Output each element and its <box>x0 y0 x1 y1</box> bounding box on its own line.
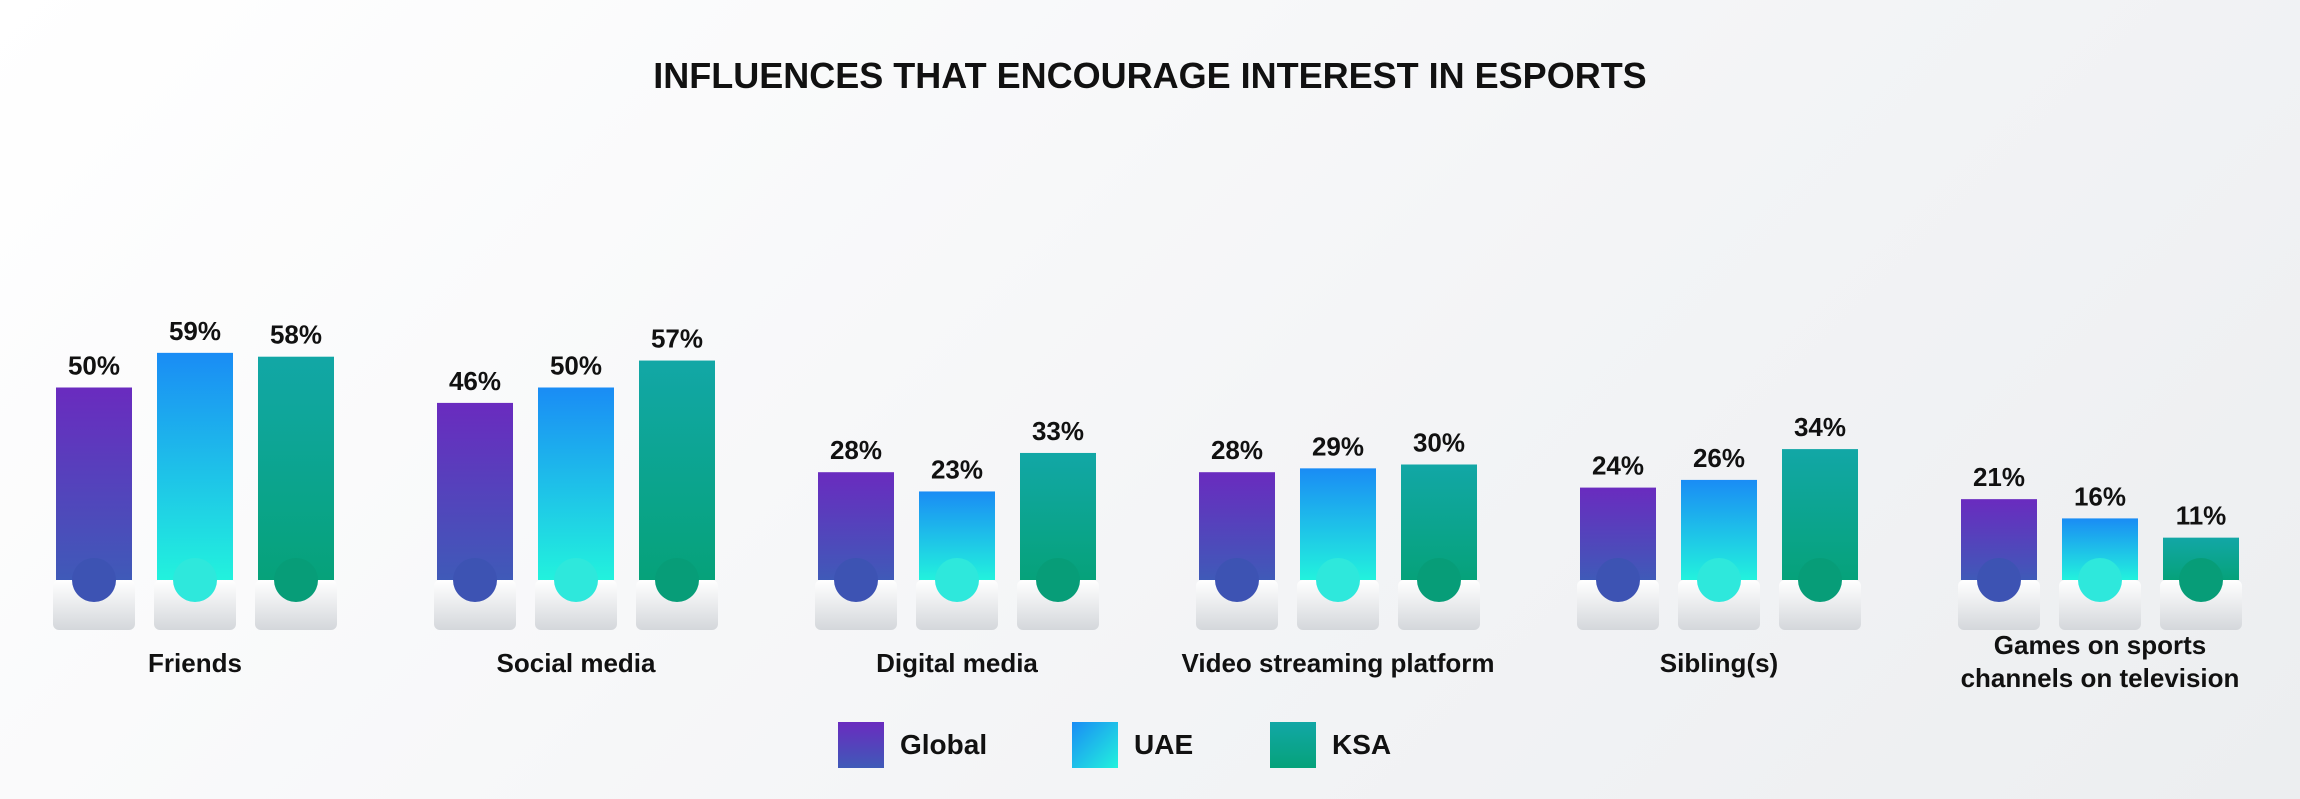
legend-swatch-uae <box>1072 722 1118 768</box>
category-label-friends: Friends <box>148 648 242 678</box>
bar-base-cap <box>655 558 699 602</box>
value-label-uae-games-on-sports-channels-on-television: 16% <box>2074 481 2126 511</box>
bar-uae-friends <box>157 353 233 580</box>
bar-global-social-media <box>437 403 513 580</box>
value-label-global-friends: 50% <box>68 351 120 381</box>
category-label-social-media: Social media <box>497 648 656 678</box>
value-label-global-social-media: 46% <box>449 366 501 396</box>
bar-base-cap <box>1977 558 2021 602</box>
value-label-uae-friends: 59% <box>169 316 221 346</box>
value-label-global-video-streaming-platform: 28% <box>1211 435 1263 465</box>
legend-label-uae: UAE <box>1134 729 1193 760</box>
value-label-ksa-games-on-sports-channels-on-television: 11% <box>2176 501 2227 531</box>
bar-base-cap <box>1215 558 1259 602</box>
value-label-uae-social-media: 50% <box>550 351 602 381</box>
legend: Global UAE KSA <box>838 722 1391 768</box>
bar-base-cap <box>1316 558 1360 602</box>
value-label-ksa-sibling-s: 34% <box>1794 412 1846 442</box>
value-label-ksa-friends: 58% <box>270 320 322 350</box>
legend-label-ksa: KSA <box>1332 729 1391 760</box>
bar-base-cap <box>274 558 318 602</box>
category-label-digital-media: Digital media <box>876 648 1038 678</box>
value-label-uae-digital-media: 23% <box>931 454 983 484</box>
value-label-uae-video-streaming-platform: 29% <box>1312 431 1364 461</box>
category-label-sibling-s: Sibling(s) <box>1660 648 1778 678</box>
bar-global-friends <box>56 388 132 581</box>
legend-item-global: Global <box>838 722 987 768</box>
bar-base-cap <box>453 558 497 602</box>
bar-base-cap <box>1798 558 1842 602</box>
legend-swatch-ksa <box>1270 722 1316 768</box>
bar-group-games-on-sports-channels-on-television: 21% 16% 11% <box>1958 462 2242 630</box>
bar-group-digital-media: 28% 23% 33% <box>815 416 1099 630</box>
value-label-ksa-digital-media: 33% <box>1032 416 1084 446</box>
value-label-global-sibling-s: 24% <box>1592 451 1644 481</box>
bar-base-cap <box>2179 558 2223 602</box>
legend-label-global: Global <box>900 729 987 760</box>
value-label-global-games-on-sports-channels-on-television: 21% <box>1973 462 2025 492</box>
legend-item-uae: UAE <box>1072 722 1193 768</box>
category-label-games-on-sports-channels-on-television: channels on television <box>1961 663 2240 693</box>
legend-item-ksa: KSA <box>1270 722 1391 768</box>
bar-ksa-social-media <box>639 361 715 580</box>
bar-uae-social-media <box>538 388 614 581</box>
value-label-ksa-social-media: 57% <box>651 324 703 354</box>
bar-base-cap <box>554 558 598 602</box>
bar-ksa-friends <box>258 357 334 580</box>
bar-group-social-media: 46% 50% 57% <box>434 324 718 630</box>
bar-base-cap <box>173 558 217 602</box>
value-label-ksa-video-streaming-platform: 30% <box>1413 428 1465 458</box>
bar-base-cap <box>1697 558 1741 602</box>
bar-group-sibling-s: 24% 26% 34% <box>1577 412 1861 630</box>
bar-base-cap <box>935 558 979 602</box>
value-label-global-digital-media: 28% <box>830 435 882 465</box>
bar-base-cap <box>72 558 116 602</box>
bar-base-cap <box>2078 558 2122 602</box>
legend-swatch-global <box>838 722 884 768</box>
bar-base-cap <box>1596 558 1640 602</box>
bar-base-cap <box>1417 558 1461 602</box>
bar-group-video-streaming-platform: 28% 29% 30% <box>1196 428 1480 631</box>
chart-title: INFLUENCES THAT ENCOURAGE INTEREST IN ES… <box>653 55 1646 96</box>
category-label-video-streaming-platform: Video streaming platform <box>1181 648 1494 678</box>
category-label-games-on-sports-channels-on-television: Games on sports <box>1994 630 2206 660</box>
bars-layer: 50% 59% 58% Friends 46% 50% 57% Social media 28%… <box>53 316 2242 693</box>
bar-base-cap <box>834 558 878 602</box>
value-label-uae-sibling-s: 26% <box>1693 443 1745 473</box>
bar-base-cap <box>1036 558 1080 602</box>
bar-group-friends: 50% 59% 58% <box>53 316 337 630</box>
